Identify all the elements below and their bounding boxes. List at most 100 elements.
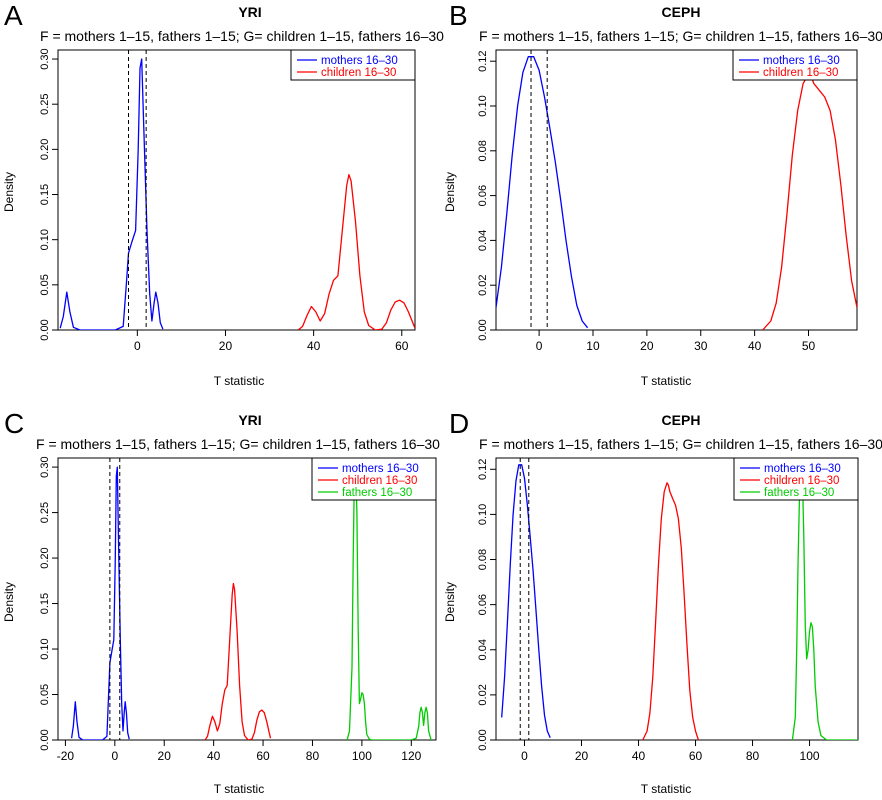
x-tick-label: 120 [401,749,421,763]
y-tick-label: 0.08 [477,140,489,161]
y-tick-label: 0.10 [477,504,489,525]
legend-label: children 16–30 [764,475,839,487]
y-tick-label: 0.30 [39,48,51,69]
plot-frame [495,457,859,741]
y-tick-label: 0.30 [39,456,51,477]
series-line [501,464,551,738]
x-tick-label: -20 [57,749,75,763]
chart-plot: 0 20 40 60 80 100 0.00 0.02 0.04 0.06 0.08 0.10 0.12… [477,457,859,763]
x-axis-label: T statistic [640,374,692,388]
chart-panel-d: D CEPH F = mothers 1–15, fathers 1–15; G… [441,400,882,800]
x-tick-label: 0 [134,339,141,353]
x-axis-label: T statistic [213,782,265,796]
y-tick-label: 0.12 [477,50,489,71]
x-tick-label: 20 [158,749,172,763]
chart-subtitle: F = mothers 1–15, fathers 1–15; G= child… [479,436,882,452]
y-tick-label: 0.15 [39,593,51,614]
chart-plot: -20 0 20 40 60 80 100 120 0.00 0.05 0.10 0.15 0.20 0.… [39,456,437,763]
series-line [346,466,432,740]
legend-label: fathers 16–30 [342,487,412,499]
x-tick-label: 100 [800,749,820,763]
y-tick-label: 0.08 [477,549,489,570]
plot-frame [57,49,416,331]
x-tick-label: 0 [536,339,543,353]
chart-subtitle: F = mothers 1–15, fathers 1–15; G= child… [40,28,444,44]
legend-box [290,49,416,81]
chart-title: YRI [238,412,262,428]
y-tick-label: 0.06 [477,185,489,206]
legend-label: mothers 16–30 [763,55,840,67]
series-line [642,482,700,740]
x-tick-label: 60 [256,749,270,763]
series-line [204,582,272,740]
x-tick-label: 100 [352,749,372,763]
plot-frame [57,457,437,741]
x-tick-label: 40 [632,749,646,763]
panel-letter: D [449,408,470,439]
y-axis-label: Density [2,171,16,212]
y-tick-label: 0.00 [39,319,51,340]
y-tick-label: 0.12 [477,459,489,480]
legend-label: mothers 16–30 [321,55,398,67]
x-tick-label: 80 [746,749,760,763]
y-tick-label: 0.20 [39,139,51,160]
series-line [297,173,415,330]
panel-letter: C [4,408,25,439]
y-tick-label: 0.10 [477,95,489,116]
legend-box [732,49,858,81]
y-axis-label: Density [2,581,16,622]
x-tick-label: 0 [111,749,118,763]
legend-label: mothers 16–30 [342,463,419,475]
y-axis-label: Density [443,171,457,212]
panel-letter: A [4,0,23,31]
y-axis-label: Density [443,581,457,622]
plot-frame [495,49,858,331]
y-tick-label: 0.10 [39,638,51,659]
y-tick-label: 0.00 [477,729,489,750]
chart-panel-b: B CEPH F = mothers 1–15, fathers 1–15; G… [441,0,882,400]
y-tick-label: 0.25 [39,502,51,523]
legend-box [733,457,859,501]
x-tick-label: 10 [586,339,600,353]
chart-title: YRI [238,4,262,20]
chart-panel-c: C YRI F = mothers 1–15, fathers 1–15; G=… [0,400,441,800]
chart-subtitle: F = mothers 1–15, fathers 1–15; G= child… [479,28,882,44]
x-tick-label: 0 [521,749,528,763]
legend-label: mothers 16–30 [764,463,841,475]
chart-subtitle: F = mothers 1–15, fathers 1–15; G= child… [36,436,440,452]
series-line [791,473,858,740]
x-tick-label: 60 [689,749,703,763]
y-tick-label: 0.00 [39,729,51,750]
legend-label: children 16–30 [321,67,396,79]
chart-title: CEPH [661,412,701,428]
series-line [59,58,164,330]
x-tick-label: 20 [219,339,233,353]
series-line [70,466,130,740]
legend-label: children 16–30 [342,475,417,487]
y-tick-label: 0.20 [39,547,51,568]
y-tick-label: 0.05 [39,684,51,705]
x-axis-label: T statistic [640,782,692,796]
series-line [496,56,589,329]
x-tick-label: 40 [207,749,221,763]
y-tick-label: 0.00 [477,319,489,340]
x-axis-label: T statistic [213,374,265,388]
x-tick-label: 40 [748,339,762,353]
x-tick-label: 60 [395,339,409,353]
x-tick-label: 80 [306,749,320,763]
y-tick-label: 0.02 [477,684,489,705]
y-tick-label: 0.04 [477,230,489,251]
y-tick-label: 0.06 [477,594,489,615]
y-tick-label: 0.02 [477,274,489,295]
chart-title: CEPH [661,4,701,20]
x-tick-label: 20 [640,339,654,353]
x-tick-label: 30 [694,339,708,353]
x-tick-label: 50 [802,339,816,353]
y-tick-label: 0.25 [39,93,51,114]
panel-letter: B [449,0,468,31]
series-line [762,73,857,330]
y-tick-label: 0.15 [39,184,51,205]
y-tick-label: 0.04 [477,639,489,660]
chart-plot: 0 20 40 60 0.00 0.05 0.10 0.15 0.20 0.25 0.30 mothe… [39,48,416,353]
chart-plot: 0 10 20 30 40 50 0.00 0.02 0.04 0.06 0.08 0.10 0.12 m… [477,49,858,353]
